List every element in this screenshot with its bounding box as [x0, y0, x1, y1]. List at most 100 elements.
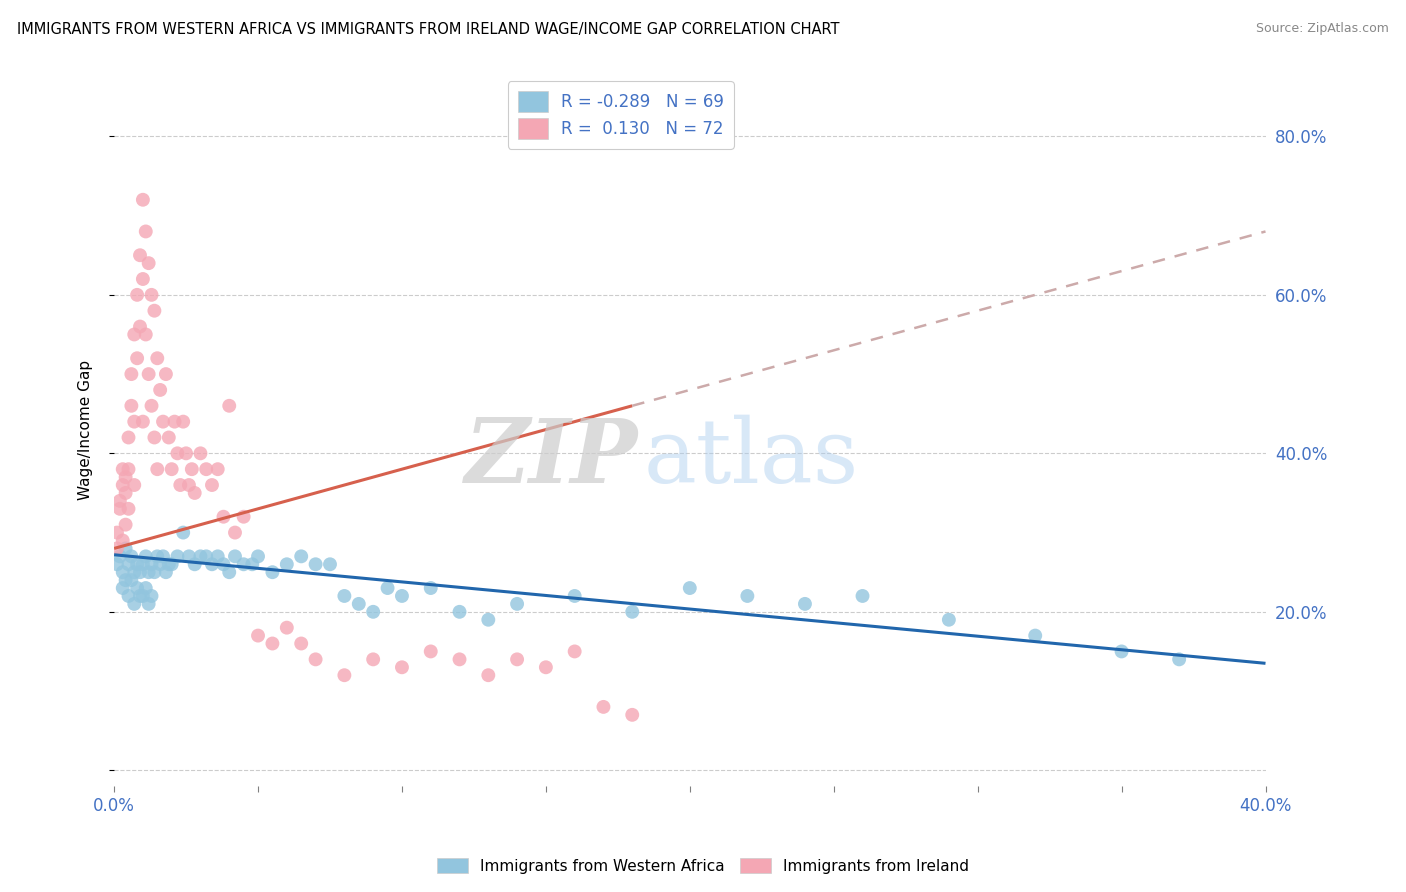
Point — [419, 644, 441, 658]
Point — [180, 462, 202, 476]
Point — [135, 327, 157, 342]
Point — [621, 605, 644, 619]
Text: atlas: atlas — [644, 415, 859, 502]
Point — [290, 636, 312, 650]
Point — [138, 256, 160, 270]
Point — [183, 486, 205, 500]
Point — [111, 565, 134, 579]
Point — [564, 644, 586, 658]
Point — [851, 589, 873, 603]
Point — [183, 558, 205, 572]
Text: Source: ZipAtlas.com: Source: ZipAtlas.com — [1256, 22, 1389, 36]
Point — [117, 462, 139, 476]
Point — [105, 541, 128, 556]
Text: ZIP: ZIP — [464, 415, 638, 501]
Point — [160, 558, 183, 572]
Point — [262, 565, 284, 579]
Point — [111, 462, 134, 476]
Legend: Immigrants from Western Africa, Immigrants from Ireland: Immigrants from Western Africa, Immigran… — [432, 852, 974, 880]
Point — [290, 549, 312, 564]
Point — [105, 525, 128, 540]
Point — [207, 462, 229, 476]
Point — [247, 549, 270, 564]
Point — [163, 415, 186, 429]
Point — [146, 549, 169, 564]
Point — [127, 558, 149, 572]
Point — [201, 478, 224, 492]
Point — [120, 573, 142, 587]
Point — [135, 581, 157, 595]
Point — [534, 660, 557, 674]
Point — [108, 494, 131, 508]
Point — [391, 660, 413, 674]
Point — [117, 589, 139, 603]
Point — [477, 668, 499, 682]
Point — [122, 415, 145, 429]
Point — [152, 415, 174, 429]
Point — [114, 470, 136, 484]
Point — [146, 351, 169, 366]
Point — [177, 478, 200, 492]
Point — [391, 589, 413, 603]
Point — [1168, 652, 1191, 666]
Point — [166, 549, 188, 564]
Point — [141, 288, 163, 302]
Point — [361, 652, 384, 666]
Point — [319, 558, 342, 572]
Point — [1024, 629, 1046, 643]
Point — [132, 272, 155, 286]
Point — [132, 193, 155, 207]
Point — [152, 549, 174, 564]
Point — [114, 573, 136, 587]
Point — [108, 501, 131, 516]
Point — [506, 597, 529, 611]
Text: IMMIGRANTS FROM WESTERN AFRICA VS IMMIGRANTS FROM IRELAND WAGE/INCOME GAP CORREL: IMMIGRANTS FROM WESTERN AFRICA VS IMMIGR… — [17, 22, 839, 37]
Point — [347, 597, 370, 611]
Point — [132, 415, 155, 429]
Point — [621, 707, 644, 722]
Point — [449, 652, 471, 666]
Point — [195, 549, 218, 564]
Point — [212, 558, 235, 572]
Point — [190, 446, 212, 460]
Point — [132, 558, 155, 572]
Point — [120, 367, 142, 381]
Point — [127, 581, 149, 595]
Point — [127, 288, 149, 302]
Point — [218, 399, 240, 413]
Point — [157, 430, 180, 444]
Point — [333, 668, 356, 682]
Point — [122, 327, 145, 342]
Point — [794, 597, 817, 611]
Point — [122, 565, 145, 579]
Point — [477, 613, 499, 627]
Point — [172, 525, 194, 540]
Legend: R = -0.289   N = 69, R =  0.130   N = 72: R = -0.289 N = 69, R = 0.130 N = 72 — [508, 81, 734, 149]
Point — [122, 597, 145, 611]
Point — [247, 629, 270, 643]
Point — [737, 589, 759, 603]
Point — [114, 541, 136, 556]
Point — [143, 303, 166, 318]
Point — [938, 613, 960, 627]
Y-axis label: Wage/Income Gap: Wage/Income Gap — [79, 359, 93, 500]
Point — [141, 399, 163, 413]
Point — [160, 462, 183, 476]
Point — [506, 652, 529, 666]
Point — [172, 415, 194, 429]
Point — [212, 509, 235, 524]
Point — [138, 367, 160, 381]
Point — [304, 652, 326, 666]
Point — [120, 399, 142, 413]
Point — [146, 462, 169, 476]
Point — [132, 589, 155, 603]
Point — [111, 478, 134, 492]
Point — [240, 558, 263, 572]
Point — [232, 558, 254, 572]
Point — [129, 565, 152, 579]
Point — [141, 558, 163, 572]
Point — [129, 248, 152, 262]
Point — [114, 517, 136, 532]
Point — [361, 605, 384, 619]
Point — [141, 589, 163, 603]
